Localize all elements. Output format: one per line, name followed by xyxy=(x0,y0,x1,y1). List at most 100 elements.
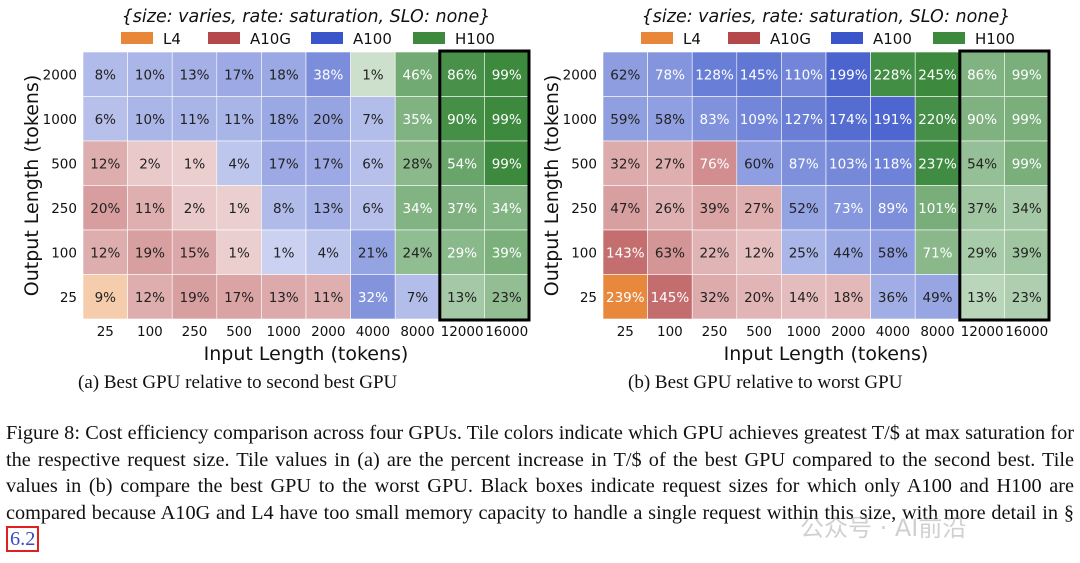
cell-value-label: 89% xyxy=(878,201,908,217)
section-reference-link[interactable]: 6.2 xyxy=(6,526,40,552)
legend-swatch-a10g xyxy=(208,32,240,44)
cell-value-label: 63% xyxy=(655,245,685,261)
heatmap-cell xyxy=(261,185,307,231)
heatmap-cell xyxy=(825,185,871,231)
cell-value-label: 83% xyxy=(699,112,729,128)
cell-value-label: 99% xyxy=(492,67,522,83)
cell-value-label: 245% xyxy=(918,67,957,83)
y-tick-label: 250 xyxy=(571,201,597,217)
cell-value-label: 6% xyxy=(362,156,384,172)
comparison-box xyxy=(438,49,531,322)
cell-value-label: 8% xyxy=(95,67,117,83)
cell-value-label: 38% xyxy=(313,67,343,83)
x-tick-label: 500 xyxy=(746,324,772,340)
cell-value-label: 27% xyxy=(655,156,685,172)
cell-value-label: 34% xyxy=(492,201,522,217)
cell-value-label: 4% xyxy=(228,156,250,172)
cell-value-label: 35% xyxy=(402,112,432,128)
cell-value-label: 18% xyxy=(269,112,299,128)
legend-swatch-a100 xyxy=(311,32,343,44)
heatmap-cell xyxy=(647,96,693,142)
cell-value-label: 11% xyxy=(135,201,165,217)
cell-value-label: 39% xyxy=(492,245,522,261)
cell-value-label: 7% xyxy=(407,290,429,306)
cell-value-label: 12% xyxy=(90,156,120,172)
heatmap-cell xyxy=(959,140,1005,186)
x-axis-label: Input Length (tokens) xyxy=(724,343,929,365)
heatmap-cell xyxy=(870,140,916,186)
y-tick-label: 250 xyxy=(51,201,77,217)
heatmap-cell xyxy=(439,96,485,142)
x-tick-label: 1000 xyxy=(267,324,301,340)
cell-value-label: 24% xyxy=(402,245,432,261)
y-tick-label: 500 xyxy=(51,156,77,172)
legend-label-l4: L4 xyxy=(683,30,701,48)
heatmap-cell xyxy=(439,229,485,275)
heatmap-cell xyxy=(736,229,782,275)
heatmap-cell xyxy=(602,274,648,320)
heatmap-cell xyxy=(127,51,173,97)
cell-value-label: 76% xyxy=(699,156,729,172)
heatmap-cell xyxy=(394,96,441,142)
cell-value-label: 18% xyxy=(833,290,863,306)
chart-title: {size: varies, rate: saturation, SLO: no… xyxy=(122,7,491,27)
cell-value-label: 174% xyxy=(829,112,868,128)
cell-value-label: 228% xyxy=(874,67,913,83)
heatmap-cell xyxy=(691,274,738,320)
cell-value-label: 86% xyxy=(447,67,477,83)
heatmap-cell xyxy=(350,185,396,231)
cell-value-label: 25% xyxy=(789,245,819,261)
heatmap-cell xyxy=(350,140,396,186)
heatmap-cell xyxy=(484,96,530,142)
cell-value-label: 7% xyxy=(362,112,384,128)
cell-value-label: 1% xyxy=(273,245,295,261)
heatmap-cell xyxy=(261,229,307,275)
heatmap-cell xyxy=(647,274,693,320)
heatmap-cell xyxy=(870,96,916,142)
cell-value-label: 32% xyxy=(358,290,388,306)
heatmap-cell xyxy=(736,274,782,320)
heatmap-cell xyxy=(914,229,961,275)
heatmap-cell xyxy=(484,229,530,275)
cell-value-label: 90% xyxy=(447,112,477,128)
heatmap-cell xyxy=(350,274,396,320)
cell-value-label: 99% xyxy=(1012,112,1042,128)
cell-value-label: 39% xyxy=(699,201,729,217)
heatmap-cell xyxy=(439,140,485,186)
cell-value-label: 52% xyxy=(789,201,819,217)
y-axis-label: Output Length (tokens) xyxy=(541,75,563,296)
heatmap-cell xyxy=(914,96,961,142)
legend-swatch-h100 xyxy=(933,32,965,44)
heatmap-cell xyxy=(825,274,871,320)
x-tick-label: 25 xyxy=(617,324,634,340)
heatmap-chart-a: {size: varies, rate: saturation, SLO: no… xyxy=(21,7,531,365)
heatmap-cell xyxy=(216,274,262,320)
x-tick-label: 4000 xyxy=(876,324,910,340)
subcaption-b: (b) Best GPU relative to worst GPU xyxy=(628,372,903,393)
heatmap-cell xyxy=(305,274,351,320)
x-tick-label: 500 xyxy=(226,324,252,340)
y-tick-label: 25 xyxy=(580,290,597,306)
cell-value-label: 32% xyxy=(610,156,640,172)
heatmap-cell xyxy=(736,185,782,231)
cell-value-label: 99% xyxy=(1012,156,1042,172)
legend-label-l4: L4 xyxy=(163,30,181,48)
cell-value-label: 9% xyxy=(95,290,117,306)
legend-label-a100: A100 xyxy=(353,30,392,48)
x-tick-label: 1000 xyxy=(787,324,821,340)
heatmap-cell xyxy=(914,51,961,97)
cell-value-label: 8% xyxy=(273,201,295,217)
cell-value-label: 4% xyxy=(318,245,340,261)
cell-value-label: 17% xyxy=(269,156,299,172)
cell-value-label: 99% xyxy=(492,112,522,128)
legend-label-h100: H100 xyxy=(455,30,495,48)
cell-value-label: 13% xyxy=(269,290,299,306)
legend-label-a10g: A10G xyxy=(770,30,811,48)
heatmap-cell xyxy=(171,274,218,320)
heatmap-cell xyxy=(261,51,307,97)
subcaption-a: (a) Best GPU relative to second best GPU xyxy=(78,372,398,393)
cell-value-label: 36% xyxy=(878,290,908,306)
heatmap-cell xyxy=(350,96,396,142)
cell-value-label: 2% xyxy=(184,201,206,217)
heatmap-cell xyxy=(914,185,961,231)
